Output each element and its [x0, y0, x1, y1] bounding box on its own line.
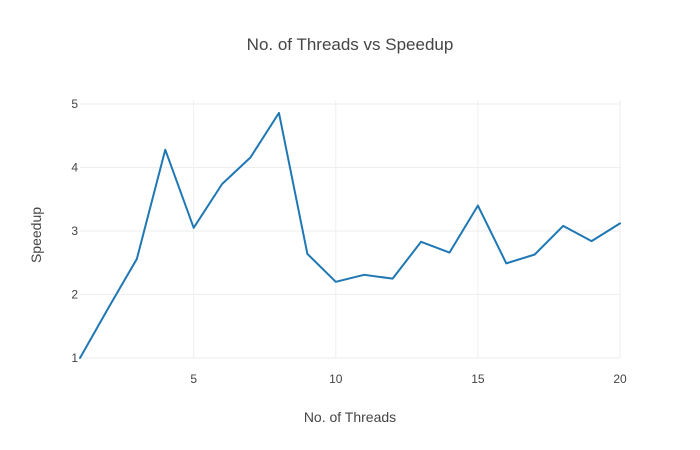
grid-layer: [80, 100, 621, 359]
x-tick-label: 10: [329, 372, 343, 386]
y-tick-label: 2: [71, 288, 78, 302]
x-tick-label: 5: [190, 372, 197, 386]
y-axis-label: Speedup: [28, 207, 44, 263]
y-tick-label: 1: [71, 351, 78, 365]
series-layer: [79, 111, 621, 359]
y-tick-label: 5: [71, 97, 78, 111]
y-tick-label: 4: [71, 161, 78, 175]
speedup-series-line: [79, 111, 621, 359]
chart-title: No. of Threads vs Speedup: [247, 35, 454, 54]
tick-layer: 1 2 3 4 5 5 10 15 20: [71, 97, 627, 386]
x-tick-label: 20: [613, 372, 627, 386]
x-tick-label: 15: [471, 372, 485, 386]
y-tick-label: 3: [71, 224, 78, 238]
x-axis-label: No. of Threads: [304, 409, 396, 425]
